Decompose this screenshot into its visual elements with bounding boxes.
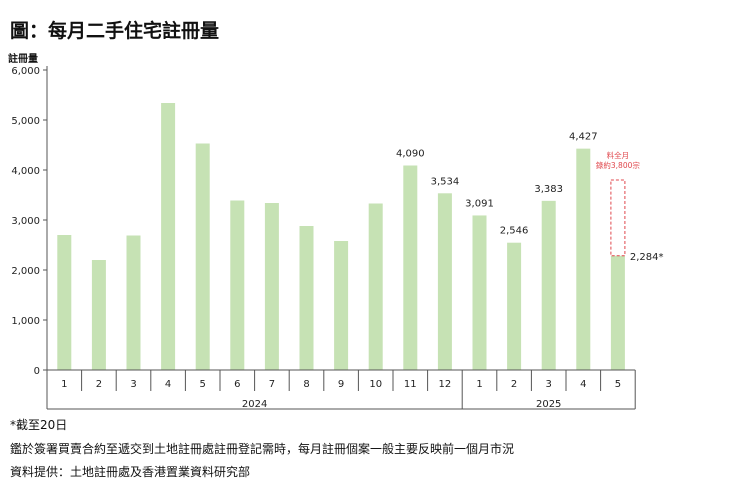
x-tick-label: 9 (338, 379, 344, 390)
data-label: 4,090 (396, 149, 425, 160)
data-label: 2,284* (630, 252, 664, 263)
bar (195, 143, 210, 370)
bars (57, 103, 625, 370)
x-tick-label: 2 (96, 379, 102, 390)
x-tick-label: 6 (234, 379, 240, 390)
x-tick-label: 1 (476, 379, 482, 390)
year-label: 2024 (242, 399, 267, 410)
x-tick-label: 5 (200, 379, 206, 390)
x-tick-label: 1 (61, 379, 67, 390)
y-tick-label: 0 (34, 366, 40, 377)
bar (368, 203, 383, 370)
x-tick-label: 5 (615, 379, 621, 390)
bar (437, 193, 452, 370)
x-tick-label: 2 (511, 379, 517, 390)
bar (334, 241, 349, 370)
footnote-source: 資料提供：土地註冊處及香港置業資料研究部 (10, 465, 251, 479)
x-tick-label: 4 (165, 379, 171, 390)
x-tick-label: 10 (369, 379, 382, 390)
projection-box (610, 179, 626, 257)
bar (576, 148, 591, 370)
x-tick-label: 3 (130, 379, 136, 390)
data-label: 3,534 (431, 176, 460, 187)
y-tick-label: 4,000 (11, 166, 40, 177)
bar (403, 165, 418, 370)
data-label: 2,546 (500, 226, 529, 237)
y-tick-label: 5,000 (11, 116, 40, 127)
data-labels: 4,090 3,534 3,091 2,546 3,383 4,427 2,284* (396, 132, 664, 263)
bar (472, 215, 487, 370)
x-tick-label: 3 (546, 379, 552, 390)
bar (57, 235, 72, 370)
year-label: 2025 (536, 399, 561, 410)
bar-chart: 註冊量 0 1,000 2,000 3,000 4,000 5,000 6,000 4,09… (8, 52, 664, 410)
y-tick-label: 6,000 (11, 66, 40, 77)
bar (161, 103, 176, 370)
data-label: 3,091 (465, 198, 494, 209)
bar (541, 200, 556, 370)
bar (507, 242, 522, 370)
footnote-explanation: 鑑於簽署買賣合約至遞交到土地註冊處註冊登記需時，每月註冊個案一般主要反映前一個月… (10, 442, 515, 456)
bar (91, 260, 106, 370)
projection-label-line2: 錄約3,800宗 (596, 160, 640, 170)
x-tick-label: 8 (303, 379, 309, 390)
x-tick-label: 7 (269, 379, 275, 390)
y-tick-label: 1,000 (11, 316, 40, 327)
x-tick-label: 11 (404, 379, 417, 390)
x-tick-label: 12 (439, 379, 452, 390)
chart-title: 圖：每月二手住宅註冊量 (10, 20, 220, 42)
x-tick-label: 4 (580, 379, 586, 390)
bar (299, 226, 314, 370)
projection-label-line1: 料全月 (607, 150, 630, 160)
y-tick-label: 2,000 (11, 266, 40, 277)
bar (230, 200, 245, 370)
y-axis-label: 註冊量 (8, 52, 38, 65)
bar (610, 255, 625, 370)
bar (126, 235, 141, 370)
footnote-cutoff: *截至20日 (10, 418, 68, 432)
y-axis: 0 1,000 2,000 3,000 4,000 5,000 6,000 (11, 66, 48, 377)
data-label: 4,427 (569, 132, 598, 143)
bar (264, 203, 279, 370)
y-tick-label: 3,000 (11, 216, 40, 227)
data-label: 3,383 (534, 184, 563, 195)
